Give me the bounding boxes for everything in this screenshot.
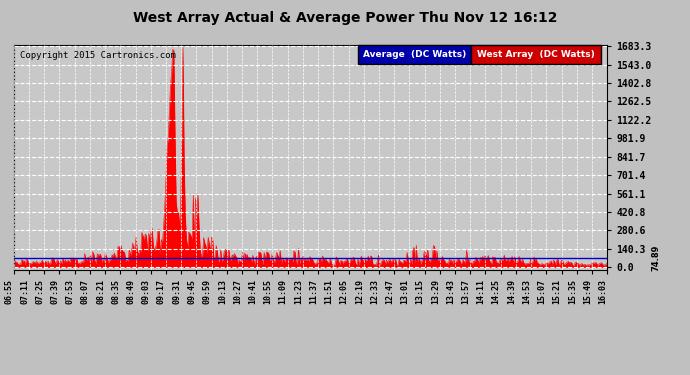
Text: Copyright 2015 Cartronics.com: Copyright 2015 Cartronics.com — [20, 51, 176, 60]
FancyBboxPatch shape — [471, 45, 601, 64]
Text: 74.89: 74.89 — [651, 244, 660, 271]
Text: Average  (DC Watts): Average (DC Watts) — [363, 50, 466, 59]
Text: West Array Actual & Average Power Thu Nov 12 16:12: West Array Actual & Average Power Thu No… — [132, 11, 558, 25]
FancyBboxPatch shape — [358, 45, 471, 64]
Text: West Array  (DC Watts): West Array (DC Watts) — [477, 50, 595, 59]
